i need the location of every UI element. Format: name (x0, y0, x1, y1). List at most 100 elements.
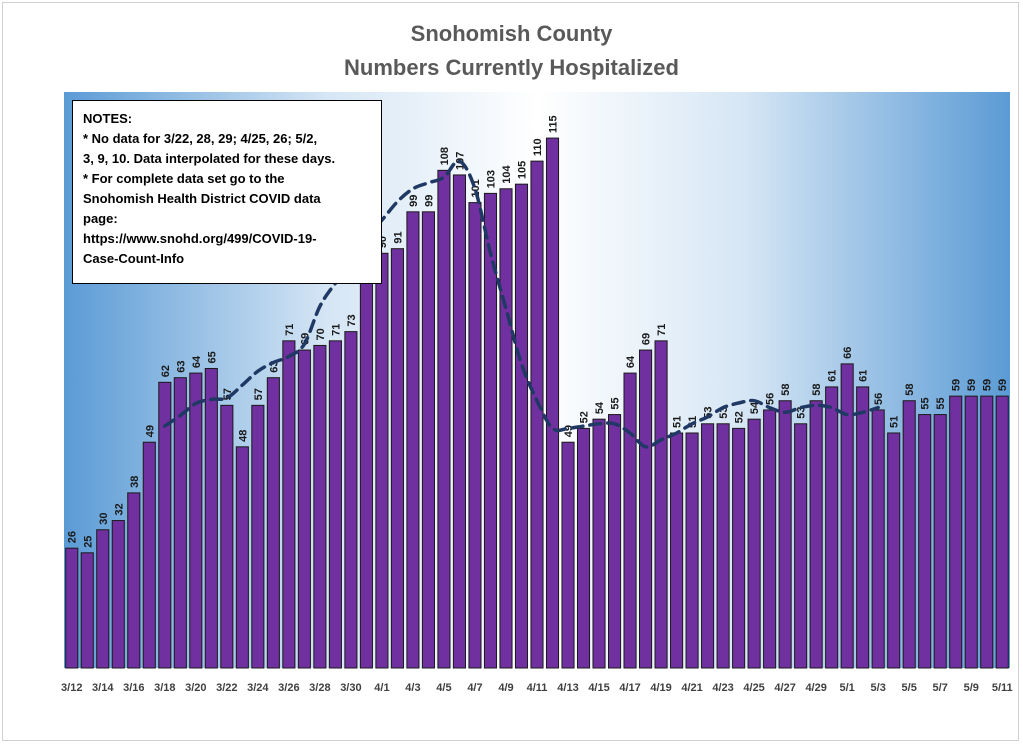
data-label: 58 (904, 383, 916, 395)
bar-3/25 (266, 377, 280, 669)
x-tick-label: 3/20 (185, 682, 206, 694)
x-tick-label: 5/7 (933, 682, 948, 694)
x-tick-label: 3/30 (340, 682, 361, 694)
bar-4/17 (623, 372, 637, 669)
data-label: 26 (67, 531, 79, 543)
bar-4/23 (716, 423, 730, 669)
x-tick-label: 4/27 (774, 682, 795, 694)
bar-3/15 (111, 520, 125, 669)
bar-3/30 (344, 331, 358, 669)
notes-line: * No data for 3/22, 28, 29; 4/25, 26; 5/… (83, 131, 318, 146)
bar-3/20 (189, 372, 203, 669)
bar-4/11 (530, 160, 544, 669)
bar-4/26 (763, 409, 777, 669)
data-label: 30 (98, 513, 110, 525)
bar-4/16 (607, 414, 622, 669)
data-label: 56 (873, 393, 885, 405)
data-label: 25 (82, 536, 94, 548)
data-label: 51 (889, 416, 901, 428)
x-tick-label: 4/25 (743, 682, 764, 694)
data-label: 65 (206, 351, 218, 363)
data-label: 38 (129, 476, 141, 488)
bar-4/7 (468, 202, 482, 669)
bar-4/12 (545, 137, 560, 669)
data-label: 55 (935, 397, 947, 409)
data-label: 59 (982, 379, 994, 391)
bar-3/12 (65, 547, 79, 669)
x-tick-label: 4/11 (527, 682, 548, 694)
notes-line: page: (83, 211, 118, 226)
notes-line: https://www.snohd.org/499/COVID-19- (83, 231, 317, 246)
x-tick-label: 4/23 (712, 682, 733, 694)
data-label: 57 (253, 388, 265, 400)
x-tick-label: 5/9 (964, 682, 979, 694)
x-tick-label: 4/7 (467, 682, 482, 694)
bar-4/13 (561, 441, 575, 669)
x-tick-label: 3/26 (278, 682, 299, 694)
trend-line (163, 159, 880, 449)
notes-box: NOTES: * No data for 3/22, 28, 29; 4/25,… (72, 100, 382, 284)
data-label: 55 (610, 397, 622, 409)
bar-5/7 (933, 414, 947, 669)
data-label: 49 (144, 425, 156, 437)
data-label: 59 (951, 379, 963, 391)
data-label: 73 (346, 314, 358, 326)
bar-4/24 (732, 427, 746, 669)
data-label: 99 (408, 195, 420, 207)
x-tick-label: 5/11 (992, 682, 1013, 694)
data-label: 103 (485, 170, 497, 188)
data-label: 108 (439, 147, 451, 165)
data-label: 62 (160, 365, 172, 377)
bar-4/30 (825, 386, 839, 669)
notes-line: Snohomish Health District COVID data (83, 191, 321, 206)
data-label: 53 (796, 407, 808, 419)
x-tick-label: 4/13 (557, 682, 578, 694)
bar-3/28 (313, 344, 327, 669)
bar-4/21 (685, 432, 699, 669)
bar-3/16 (127, 492, 141, 669)
data-label: 32 (113, 503, 125, 515)
bar-3/26 (282, 340, 296, 669)
data-label: 54 (749, 401, 761, 414)
bar-5/1 (840, 363, 854, 669)
x-tick-label: 5/3 (871, 682, 886, 694)
bar-4/2 (390, 248, 404, 669)
bar-5/4 (887, 432, 901, 669)
x-tick-label: 4/21 (681, 682, 702, 694)
x-tick-label: 4/17 (619, 682, 640, 694)
bar-5/8 (949, 395, 963, 669)
data-label: 55 (920, 397, 932, 409)
x-tick-label: 4/19 (650, 682, 671, 694)
data-label: 63 (175, 360, 187, 372)
bar-4/27 (778, 400, 792, 669)
x-tick-label: 4/5 (436, 682, 451, 694)
data-label: 115 (548, 115, 560, 133)
data-label: 59 (997, 379, 1009, 391)
data-label: 71 (656, 324, 668, 336)
data-label: 51 (672, 416, 684, 428)
x-tick-label: 4/3 (405, 682, 420, 694)
bar-4/20 (670, 432, 684, 669)
notes-line: 3, 9, 10. Data interpolated for these da… (83, 151, 336, 166)
bar-4/28 (794, 423, 808, 669)
data-label: 54 (594, 401, 606, 414)
data-label: 64 (191, 355, 203, 368)
bar-4/14 (576, 427, 591, 669)
data-label: 59 (966, 379, 978, 391)
data-label: 71 (284, 324, 296, 336)
x-tick-label: 4/29 (805, 682, 826, 694)
data-label: 58 (811, 383, 823, 395)
bar-3/31 (359, 266, 373, 669)
bar-3/13 (80, 552, 94, 669)
bar-4/19 (654, 340, 668, 669)
data-label: 56 (765, 393, 777, 405)
bar-3/24 (251, 404, 265, 669)
x-tick-label: 3/18 (154, 682, 175, 694)
x-tick-label: 3/12 (61, 682, 82, 694)
chart-title: Snohomish County (410, 21, 613, 46)
bar-4/22 (701, 423, 715, 669)
bar-5/10 (980, 395, 994, 669)
bar-5/3 (871, 409, 885, 669)
x-tick-label: 4/15 (588, 682, 609, 694)
